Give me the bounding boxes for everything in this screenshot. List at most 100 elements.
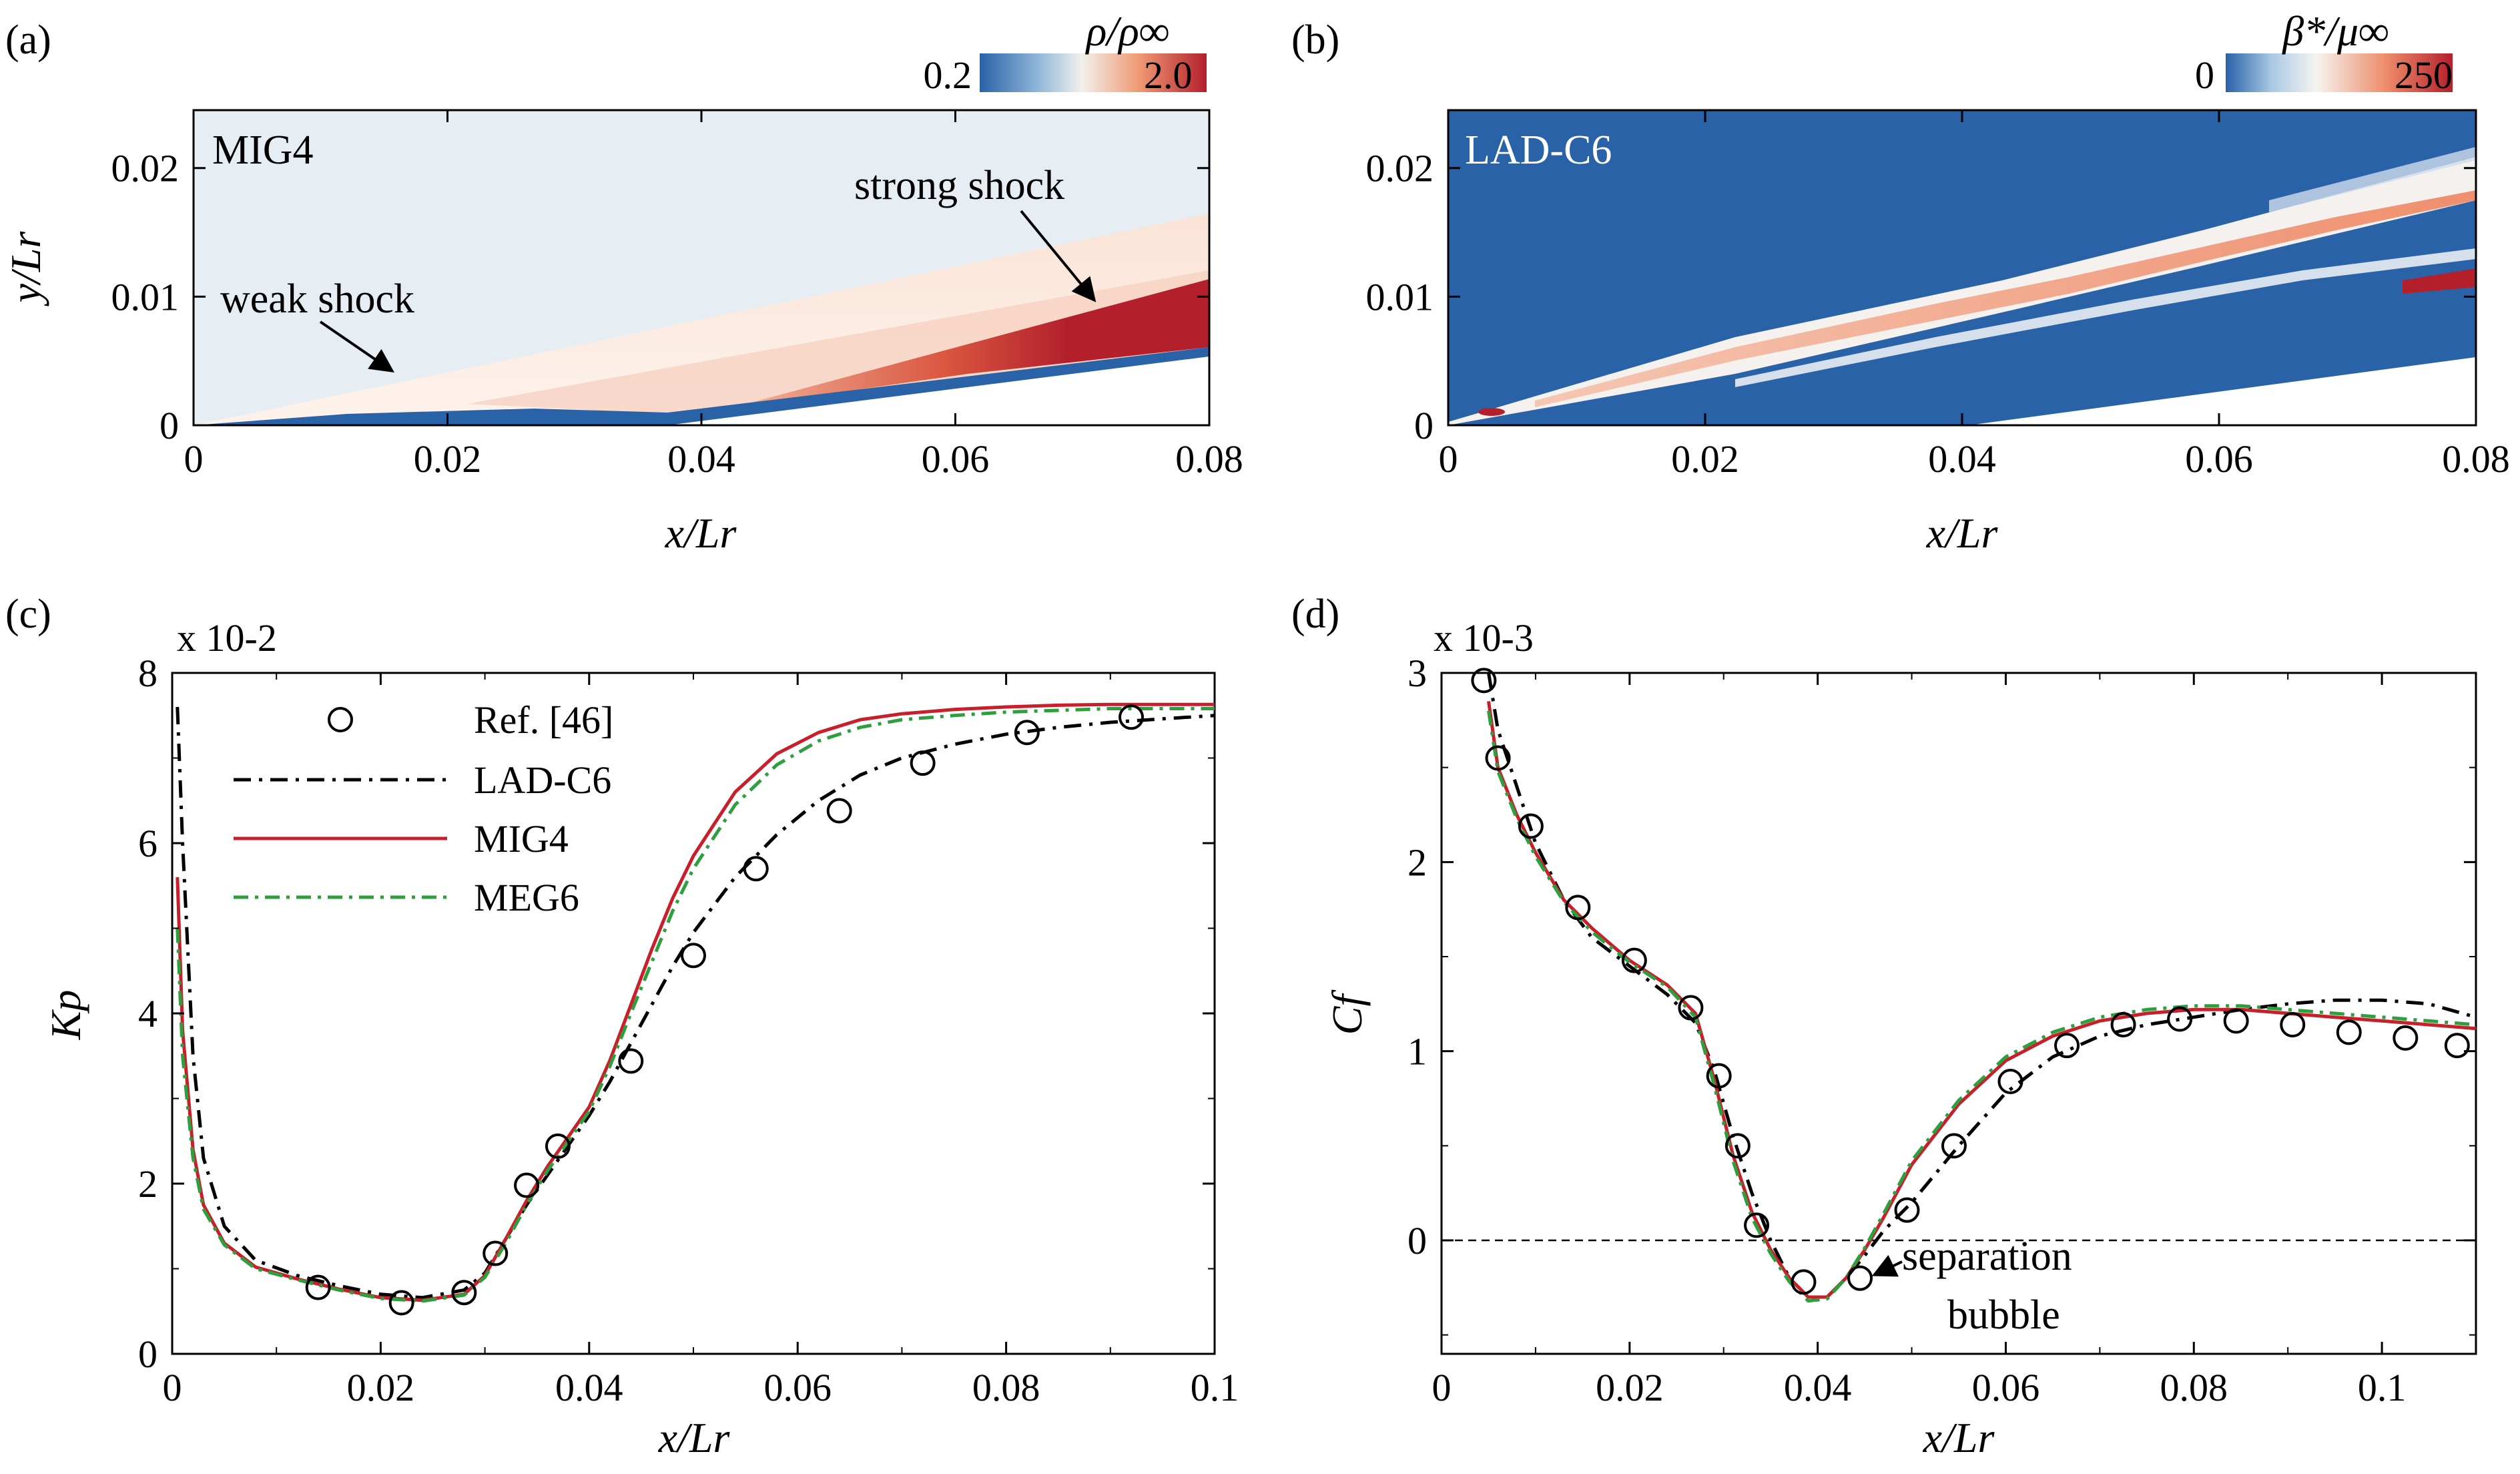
panel-b-colorbar	[2226, 53, 2453, 92]
marker-ref	[1565, 895, 1591, 921]
marker-ref	[305, 1274, 331, 1300]
panel-d-frame	[1440, 672, 2477, 1355]
panel-a: (a) MIG4 0.2 2.0 ρ/ρ∞ weak shock strong …	[2, 7, 1243, 557]
panel-a-xlabel: x/Lr	[665, 509, 737, 557]
y-tick-label: 1	[1407, 1030, 1427, 1073]
x-tick-label: 0.04	[1784, 1366, 1852, 1409]
marker-ref	[618, 1048, 644, 1074]
panel-d-separation-label: separation	[1902, 1234, 2072, 1279]
y-tick-label: 2	[138, 1162, 158, 1206]
panel-a-strong-shock-arrow	[1020, 210, 1096, 302]
panel-d-bubble-label: bubble	[1947, 1292, 2060, 1338]
panel-b-lower-band	[1735, 248, 2476, 387]
y-tick-label: 0.02	[1366, 147, 1434, 190]
x-tick-label: 0	[1432, 1366, 1452, 1409]
panel-c-multiplier: x 10-2	[177, 616, 277, 660]
x-tick-label: 0	[1439, 437, 1458, 481]
x-tick-label: 0.08	[2160, 1366, 2228, 1409]
y-tick-label: 8	[138, 652, 158, 695]
y-tick-label: 0	[1414, 404, 1434, 447]
marker-ref	[1894, 1197, 1920, 1223]
marker-ref	[1621, 947, 1647, 973]
marker-ref	[1706, 1063, 1732, 1089]
panel-b-upper-band	[2269, 147, 2476, 212]
line-lad-c6	[176, 706, 1215, 1300]
panel-d-y-axis: 0 1 2 3	[1407, 652, 2476, 1336]
panel-a-colorbar	[980, 53, 1207, 92]
y-tick-label: 3	[1407, 652, 1427, 695]
panel-b-colorbar-min: 0	[2195, 53, 2214, 97]
marker-ref	[2223, 1008, 2249, 1034]
panel-c: (c) x 10-2 0 0.02 0.04 0.06 0.08 0.1 0 2 4 6 8 x/…	[5, 591, 1239, 1461]
panel-a-weak-shock-label: weak shock	[220, 276, 414, 322]
x-tick-label: 0.02	[1671, 437, 1739, 481]
marker-ref	[910, 750, 936, 776]
marker-ref	[2167, 1006, 2193, 1032]
panel-d-multiplier: x 10-3	[1434, 616, 1534, 660]
line-mig4	[176, 702, 1215, 1302]
panel-a-x-axis: 0 0.02 0.04 0.06 0.08	[184, 110, 1243, 481]
marker-ref	[545, 1133, 571, 1159]
x-tick-label: 0.04	[667, 437, 735, 481]
marker-ref	[1014, 720, 1040, 746]
marker-ref	[2336, 1019, 2362, 1045]
y-tick-label: 0	[1407, 1219, 1427, 1262]
marker-ref	[2110, 1012, 2136, 1037]
marker-ref	[2054, 1033, 2080, 1059]
marker-ref	[1119, 704, 1145, 730]
marker-ref	[1678, 995, 1704, 1021]
x-tick-label: 0.08	[2442, 437, 2510, 481]
x-tick-label: 0	[184, 437, 204, 481]
legend-lad-label: LAD-C6	[474, 758, 611, 802]
x-tick-label: 0.02	[347, 1366, 415, 1409]
marker-ref	[1941, 1133, 1967, 1159]
x-tick-label: 0.06	[922, 437, 990, 481]
panel-a-field	[194, 110, 1209, 425]
panel-b-x-axis: 0 0.02 0.04 0.06 0.08	[1439, 110, 2510, 481]
panel-c-ylabel: Kp	[42, 990, 89, 1041]
panel-a-below-wall	[667, 356, 1209, 425]
legend-ref-marker	[328, 707, 353, 732]
panel-d-plot	[1442, 668, 2477, 1303]
panel-a-colorbar-min: 0.2	[924, 53, 972, 97]
marker-ref	[2393, 1025, 2419, 1051]
panel-b-label: (b)	[1291, 17, 1339, 63]
x-tick-label: 0.04	[555, 1366, 623, 1409]
y-tick-label: 0.01	[1366, 275, 1434, 318]
panel-a-strong-shock-region	[734, 279, 1209, 407]
panel-d-bubble-arrow	[1871, 1254, 1903, 1277]
marker-ref	[1724, 1133, 1751, 1159]
y-tick-label: 0	[160, 404, 179, 447]
legend-ref-label: Ref. [46]	[474, 698, 613, 742]
panel-d-x-axis: 0 0.02 0.04 0.06 0.08 0.1	[1432, 673, 2477, 1409]
panel-d: (d) x 10-3 0 0.02 0.04 0.06 0.08 0.1 0 1 2 3 x/L…	[1291, 591, 2477, 1461]
x-tick-label: 0.1	[2358, 1366, 2407, 1409]
panel-b-shock-band-inner	[1535, 190, 2476, 407]
x-tick-label: 0.06	[1972, 1366, 2040, 1409]
panel-c-frame	[171, 672, 1216, 1355]
panel-b-y-axis: 0 0.01 0.02	[1366, 147, 2476, 447]
marker-ref	[483, 1240, 509, 1266]
legend-mig-label: MIG4	[474, 817, 569, 861]
panel-b-xlabel: x/Lr	[1926, 509, 1999, 557]
x-tick-label: 0.02	[414, 437, 482, 481]
panel-b-colorbar-title: β*/μ∞	[2281, 7, 2389, 55]
panel-a-colorbar-max: 2.0	[1144, 53, 1193, 97]
x-tick-label: 0.1	[1191, 1366, 1239, 1409]
marker-ref	[451, 1280, 477, 1306]
x-tick-label: 0.06	[2185, 437, 2253, 481]
marker-ref	[743, 856, 769, 882]
panel-a-tag: MIG4	[212, 128, 314, 173]
panel-c-x-axis: 0 0.02 0.04 0.06 0.08 0.1	[163, 673, 1239, 1409]
marker-ref	[514, 1172, 540, 1198]
marker-ref	[1791, 1269, 1817, 1295]
panel-b-tag: LAD-C6	[1465, 128, 1612, 173]
panel-b-field	[1448, 110, 2476, 425]
y-tick-label: 6	[138, 822, 158, 865]
panel-a-ylabel: y/Lr	[2, 231, 49, 307]
panel-d-xlabel: x/Lr	[1923, 1414, 1995, 1461]
y-tick-label: 0.02	[111, 147, 180, 190]
panel-b-colorbar-max: 250	[2395, 53, 2453, 97]
panel-d-label: (d)	[1291, 591, 1339, 637]
